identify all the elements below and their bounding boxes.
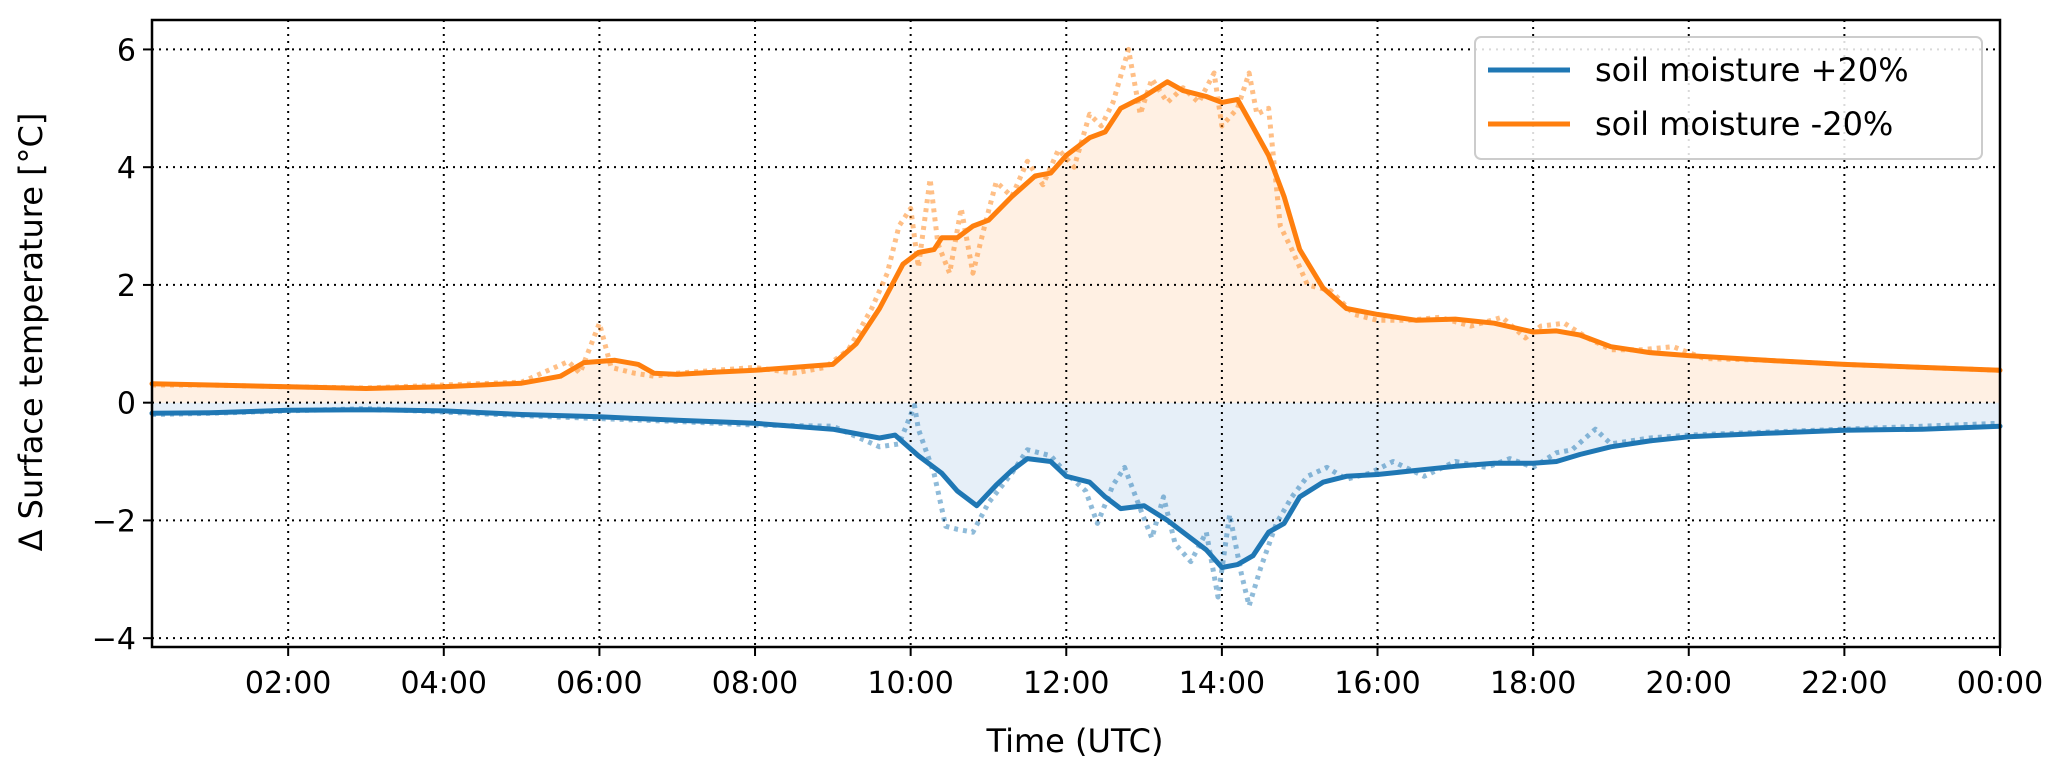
x-tick-label: 02:00 <box>245 666 331 701</box>
smooth-series-lines <box>149 79 2003 570</box>
x-tick-label: 20:00 <box>1646 666 1732 701</box>
y-tick-label: 2 <box>117 269 136 304</box>
x-axis-ticks: 02:00 04:00 06:00 08:00 10:00 12:00 14:00 16:00… <box>245 647 2043 701</box>
x-tick-label: 22:00 <box>1801 666 1887 701</box>
fill-soil-moisture-plus20- <box>152 402 2000 568</box>
legend-label-soil-moisture-plus: soil moisture +20% <box>1595 51 1909 89</box>
fill-soil-moisture-minus20- <box>152 81 2000 403</box>
x-tick-label: 12:00 <box>1023 666 1109 701</box>
y-tick-label: −4 <box>92 622 136 657</box>
legend: soil moisture +20% soil moisture -20% <box>1474 36 1983 160</box>
x-tick-label: 18:00 <box>1490 666 1576 701</box>
y-tick-label: 0 <box>117 387 136 422</box>
legend-label-soil-moisture-minus: soil moisture -20% <box>1595 105 1893 143</box>
x-tick-label: 04:00 <box>401 666 487 701</box>
y-tick-label: 6 <box>117 33 136 68</box>
y-tick-label: −2 <box>92 504 136 539</box>
x-tick-label: 00:00 <box>1957 666 2043 701</box>
series-fills <box>152 81 2000 568</box>
line-soil-moisture-plus20- <box>149 407 2003 570</box>
grid-lines <box>152 20 2001 647</box>
x-axis-label: Time (UTC) <box>986 722 1164 760</box>
x-tick-label: 08:00 <box>712 666 798 701</box>
y-tick-label: 4 <box>117 151 136 186</box>
plot-frame <box>150 18 2002 649</box>
y-axis-label: Δ Surface temperature [°C] <box>12 113 50 552</box>
x-tick-label: 14:00 <box>1179 666 1265 701</box>
raw-line-soil-moisture-minus20- <box>152 46 2001 391</box>
x-tick-label: 16:00 <box>1334 666 1420 701</box>
y-axis-ticks: −4 −2 0 2 4 6 <box>92 33 152 657</box>
raw-series-lines <box>151 46 2001 609</box>
raw-line-soil-moisture-plus20- <box>151 403 2001 609</box>
x-tick-label: 10:00 <box>867 666 953 701</box>
legend-box <box>1474 36 1983 160</box>
x-tick-label: 06:00 <box>556 666 642 701</box>
line-soil-moisture-minus20- <box>149 79 2003 391</box>
